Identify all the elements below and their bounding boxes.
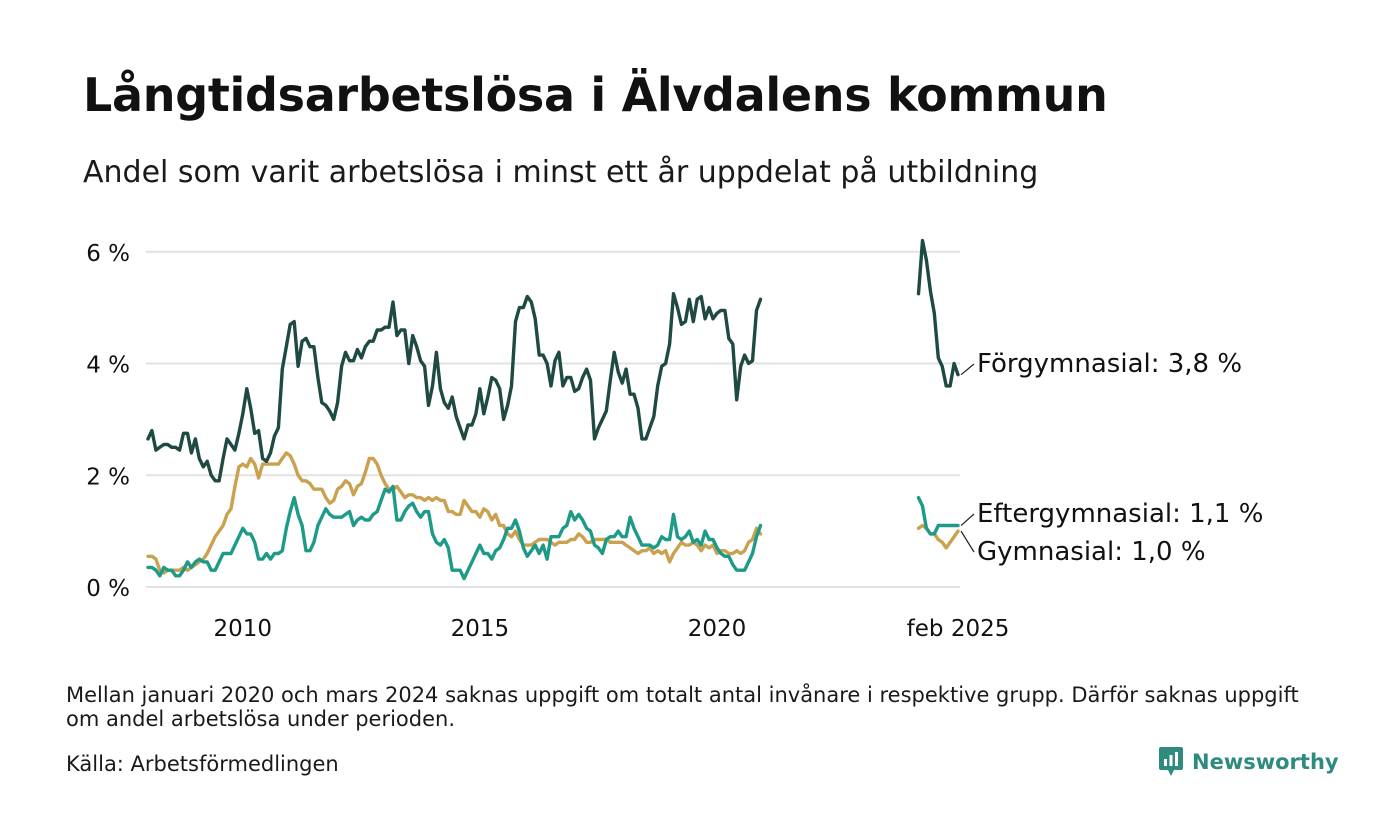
line-chart: 0 % 2 % 4 % 6 % 2010 2015 2020 feb 2025 Förgym… (86, 238, 1263, 642)
series-line-gymnasial-period-1 (146, 451, 763, 575)
y-axis-ticks: 0 % 2 % 4 % 6 % (86, 241, 130, 602)
x-axis-ticks: 2010 2015 2020 feb 2025 (214, 616, 1010, 642)
bar-chart-speech-bubble-icon (1159, 747, 1183, 776)
source-credit: Källa: Arbetsförmedlingen (66, 752, 339, 776)
end-label-leader (960, 530, 975, 553)
footnote: Mellan januari 2020 och mars 2024 saknas… (66, 683, 1299, 731)
chart-subtitle: Andel som varit arbetslösa i minst ett å… (83, 155, 1039, 190)
end-label-förgymnasial: Förgymnasial: 3,8 % (977, 349, 1242, 379)
brand-name: Newsworthy (1192, 750, 1339, 774)
y-tick-label: 4 % (86, 353, 130, 379)
chart-title: Långtidsarbetslösa i Älvdalens kommun (83, 68, 1108, 122)
y-tick-label: 0 % (86, 576, 130, 602)
end-labels: Förgymnasial: 3,8 % Eftergymnasial: 1,1 %… (960, 349, 1263, 567)
series-line-förgymnasial-period-1 (146, 292, 763, 483)
y-tick-label: 6 % (86, 241, 130, 267)
series-line-eftergymnasial-period-1 (146, 484, 763, 581)
end-label-eftergymnasial: Eftergymnasial: 1,1 % (977, 499, 1263, 529)
series-lines (146, 238, 960, 581)
brand-logo[interactable]: Newsworthy (1158, 746, 1339, 778)
series-line-förgymnasial-period-2 (916, 238, 960, 388)
end-label-leader (960, 363, 975, 376)
x-tick-label: 2010 (214, 616, 273, 642)
end-label-leader (960, 513, 975, 526)
series-line-eftergymnasial-period-2 (916, 495, 960, 536)
x-tick-label: feb 2025 (907, 616, 1010, 642)
y-tick-label: 2 % (86, 464, 130, 490)
end-label-gymnasial: Gymnasial: 1,0 % (977, 537, 1206, 567)
x-tick-label: 2015 (451, 616, 510, 642)
x-tick-label: 2020 (688, 616, 747, 642)
